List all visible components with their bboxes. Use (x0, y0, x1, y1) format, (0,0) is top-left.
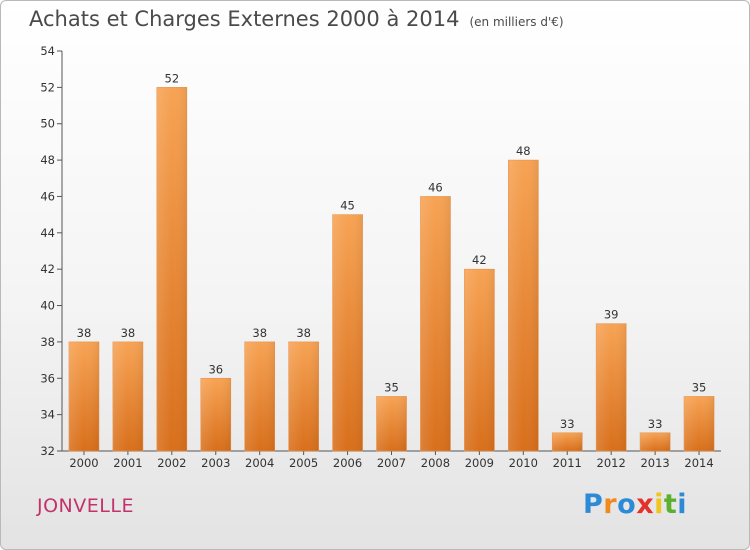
x-tick-label: 2004 (245, 456, 274, 470)
logo-letter: i (654, 489, 664, 520)
y-tick-label: 40 (40, 299, 55, 313)
y-tick-label: 34 (40, 408, 55, 422)
bar-shine (420, 196, 451, 451)
logo-letter: t (663, 489, 678, 520)
chart-subtitle: (en milliers d'€) (469, 15, 564, 29)
data-label: 38 (77, 326, 92, 340)
chart-title-text: Achats et Charges Externes 2000 à 2014 (29, 7, 460, 31)
bar-shine (156, 87, 187, 451)
y-tick-label: 52 (40, 80, 55, 94)
bar-shine (640, 432, 671, 451)
logo-letter: o (617, 489, 637, 520)
x-tick-label: 2006 (333, 456, 362, 470)
x-tick-label: 2009 (465, 456, 494, 470)
data-label: 42 (472, 253, 487, 267)
x-tick-label: 2007 (377, 456, 406, 470)
bar-shine (376, 396, 407, 451)
bar-shine (200, 378, 231, 451)
commune-name: JONVELLE (37, 495, 134, 517)
y-tick-label: 38 (40, 335, 55, 349)
x-tick-label: 2000 (69, 456, 98, 470)
data-label: 33 (648, 417, 663, 431)
x-tick-label: 2002 (157, 456, 186, 470)
x-tick-label: 2001 (113, 456, 142, 470)
x-tick-label: 2010 (509, 456, 538, 470)
logo-letter: r (603, 489, 618, 520)
data-label: 38 (252, 326, 267, 340)
y-tick-label: 42 (40, 262, 55, 276)
bar-shine (464, 269, 495, 451)
data-label: 33 (560, 417, 575, 431)
bar-shine (244, 341, 275, 451)
data-label: 38 (296, 326, 311, 340)
y-tick-label: 44 (40, 226, 55, 240)
y-tick-label: 54 (40, 44, 55, 58)
x-tick-label: 2011 (553, 456, 582, 470)
bar-shine (508, 160, 539, 451)
y-tick-label: 36 (40, 371, 55, 385)
data-label: 52 (165, 71, 180, 85)
logo-letter: x (636, 489, 655, 520)
data-label: 39 (604, 308, 619, 322)
x-tick-label: 2008 (421, 456, 450, 470)
bar-shine (112, 341, 143, 451)
x-tick-label: 2014 (684, 456, 713, 470)
bar-shine (68, 341, 99, 451)
chart-title: Achats et Charges Externes 2000 à 2014 (e… (29, 7, 564, 31)
data-label: 36 (208, 362, 223, 376)
data-label: 46 (428, 180, 443, 194)
bar-shine (332, 214, 363, 451)
chart-bars (68, 87, 715, 452)
y-tick-label: 50 (40, 117, 55, 131)
y-tick-label: 32 (40, 444, 55, 458)
x-tick-label: 2013 (640, 456, 669, 470)
x-tick-label: 2005 (289, 456, 318, 470)
chart-labels: 32 34 36 38 40 42 44 46 48 50 52 54 2000 38 2001 38 2002… (40, 44, 713, 470)
y-tick-label: 48 (40, 153, 55, 167)
data-label: 48 (516, 144, 531, 158)
data-label: 35 (384, 380, 399, 394)
data-label: 45 (340, 199, 355, 213)
bar-shine (596, 323, 627, 451)
bar-shine (288, 341, 319, 451)
logo-letter: P (583, 489, 604, 520)
data-label: 35 (692, 380, 707, 394)
bar-shine (684, 396, 715, 451)
logo-letter: i (677, 489, 688, 520)
proxiti-logo: Proxiti (583, 489, 687, 520)
x-tick-label: 2012 (597, 456, 626, 470)
data-label: 38 (121, 326, 136, 340)
x-tick-label: 2003 (201, 456, 230, 470)
bar-shine (552, 432, 583, 451)
y-tick-label: 46 (40, 189, 55, 203)
